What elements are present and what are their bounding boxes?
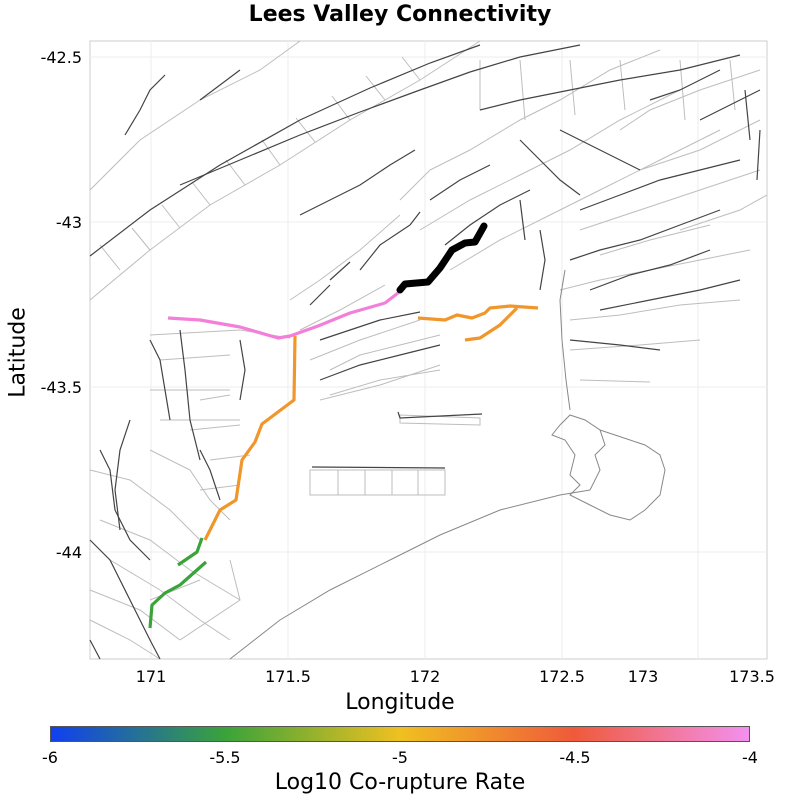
lees-valley-fault-rupture <box>396 222 488 294</box>
y-tick: -44 <box>56 543 82 562</box>
x-tick: 171 <box>136 667 167 686</box>
x-tick: 173.5 <box>729 667 775 686</box>
y-tick: -43.5 <box>41 378 82 397</box>
y-tick: -43 <box>56 213 82 232</box>
colorbar-tick: -4 <box>742 748 758 767</box>
pink-fault-rupture <box>167 291 399 340</box>
grid <box>90 41 767 659</box>
x-tick: 171.5 <box>265 667 311 686</box>
map-title: Lees Valley Connectivity <box>248 2 552 27</box>
colorbar-tick: -4.5 <box>559 748 591 767</box>
colorbar <box>50 726 750 742</box>
fault-traces <box>89 44 761 660</box>
orange-fault-rupture-east <box>417 304 539 342</box>
plot-area <box>89 40 768 660</box>
x-tick: 172 <box>410 667 441 686</box>
orange-fault-rupture <box>203 335 297 541</box>
colorbar-tick: -5.5 <box>209 748 241 767</box>
x-axis-label: Longitude <box>345 690 455 715</box>
colorbar-label: Log10 Co-rupture Rate <box>274 770 526 795</box>
x-tick: 172.5 <box>539 667 585 686</box>
y-tick: -42.5 <box>41 48 82 67</box>
colorbar-tick: -6 <box>42 748 58 767</box>
y-axis-label: Latitude <box>5 307 31 398</box>
green-fault-rupture <box>148 537 208 629</box>
x-tick: 173 <box>628 667 659 686</box>
coastline <box>229 269 666 660</box>
colorbar-tick: -5 <box>392 748 408 767</box>
